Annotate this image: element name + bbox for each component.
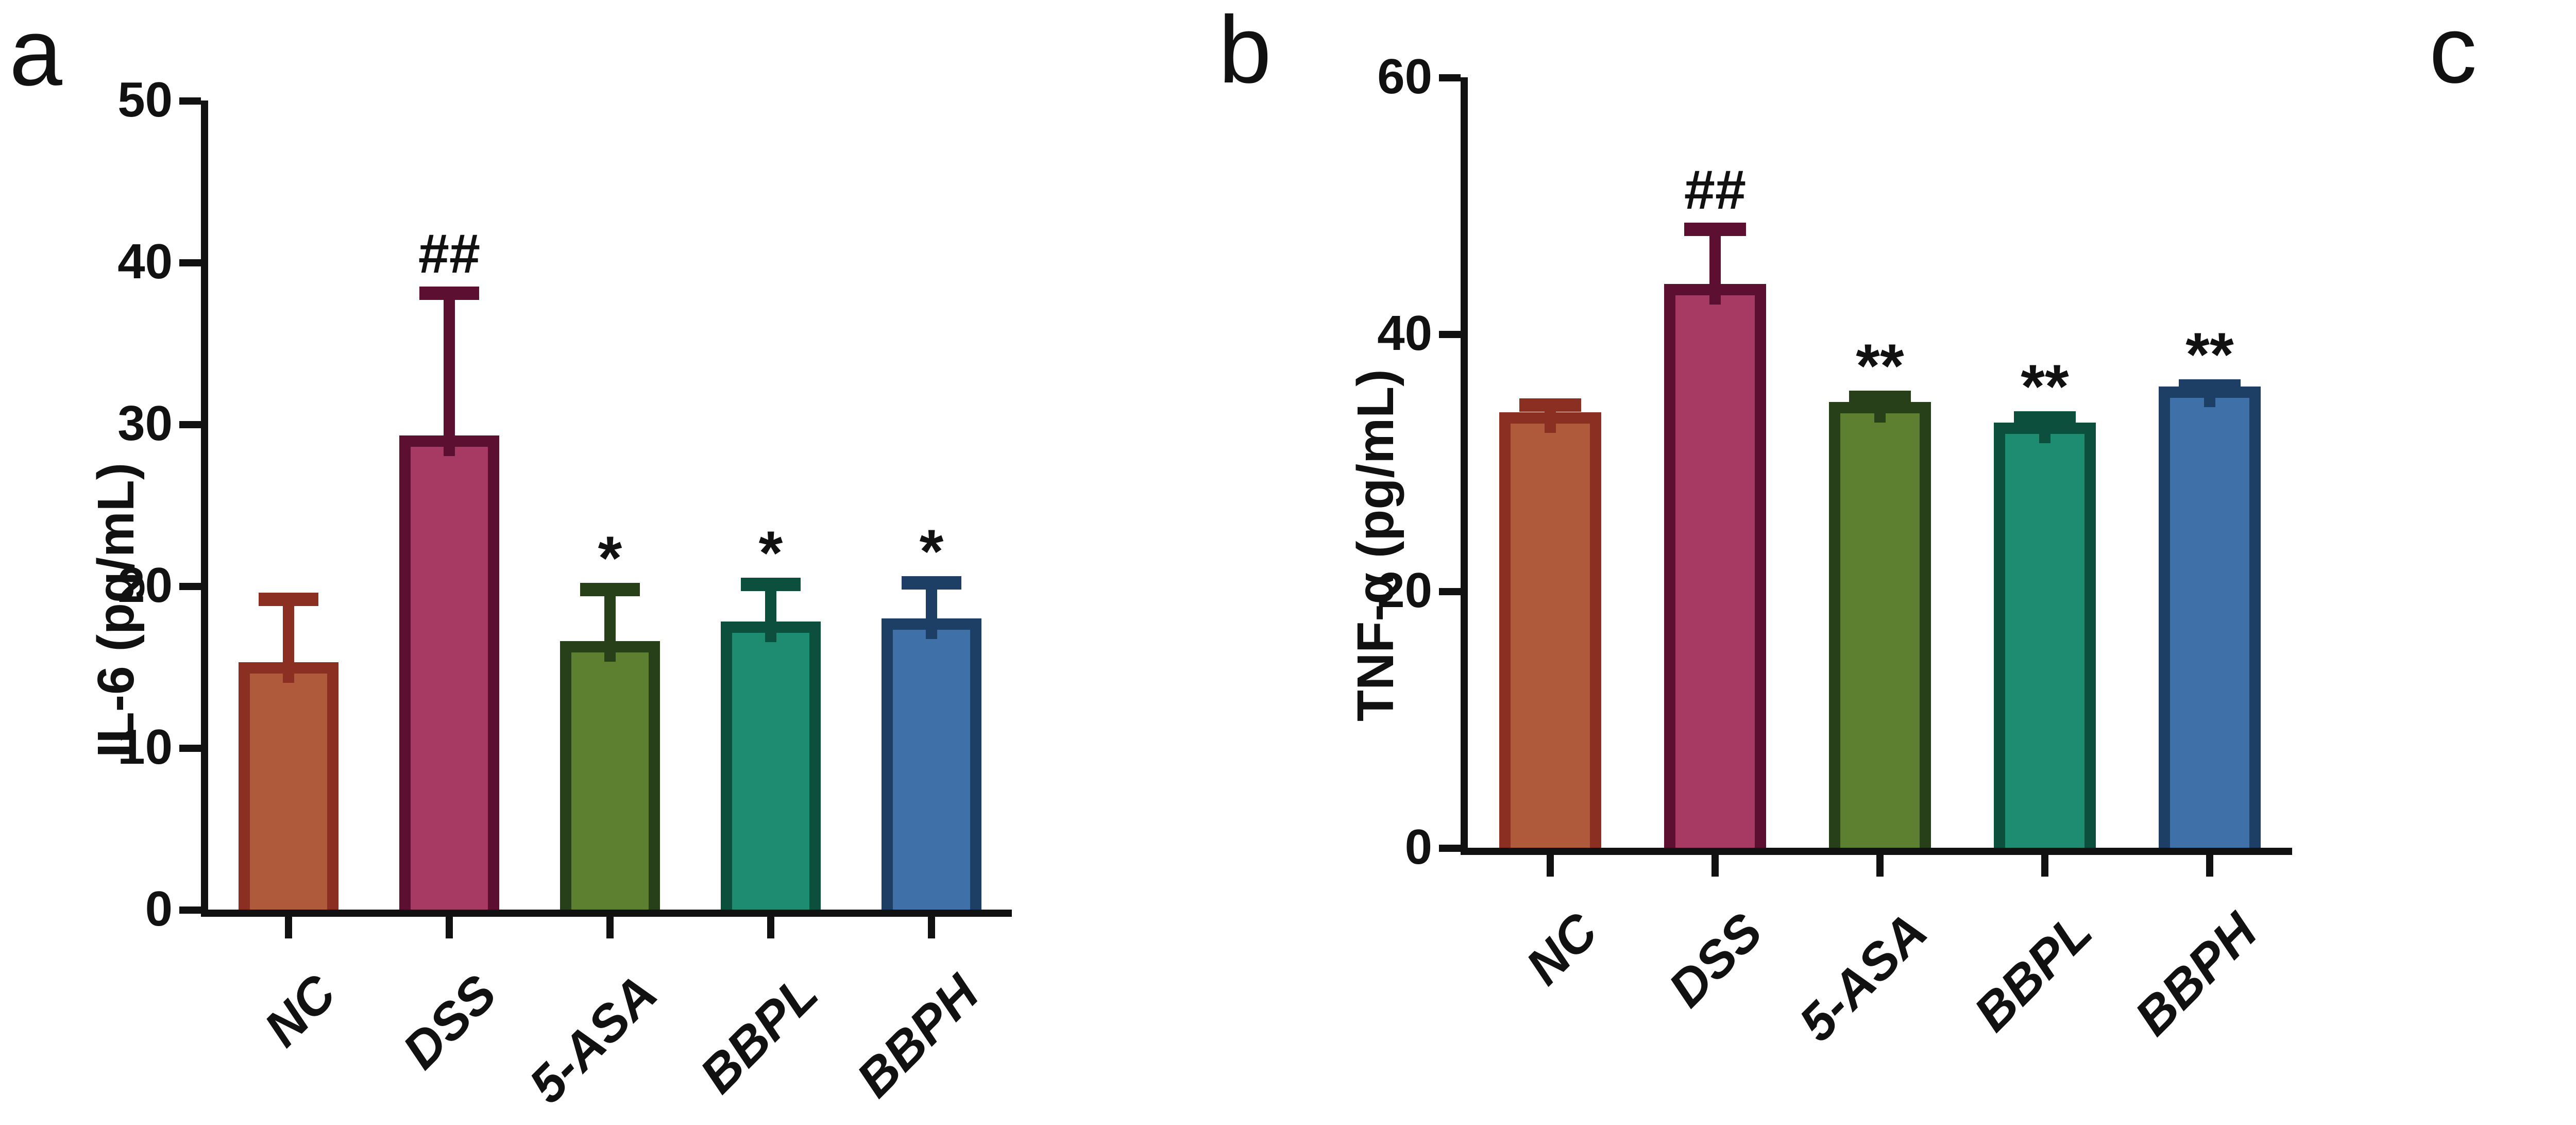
x-tick (606, 917, 614, 938)
x-axis-line (1461, 848, 2292, 855)
bar-bbph (882, 618, 981, 910)
x-tick-label-dss: DSS (392, 964, 507, 1080)
error-bar-cap (1849, 390, 1911, 404)
y-tick-label: 20 (117, 558, 173, 613)
error-bar-cap (740, 578, 801, 592)
error-bar-cap (901, 576, 962, 590)
y-tick-label: 0 (1404, 819, 1432, 875)
significance-marker: ** (2185, 320, 2234, 389)
x-tick-label-5-asa: 5-ASA (1788, 902, 1938, 1053)
y-axis-line (1461, 77, 1468, 855)
x-tick (1711, 855, 1719, 877)
y-tick (1439, 587, 1461, 595)
significance-marker: ## (1684, 158, 1747, 221)
x-tick (1547, 855, 1554, 877)
error-bar-cap (580, 582, 640, 596)
bar-bbpl (721, 622, 821, 910)
error-bar-line (1709, 222, 1721, 305)
bar-bbph (2158, 387, 2261, 848)
panel-letter-c: c (2429, 0, 2477, 103)
y-tick-label: 40 (2524, 68, 2576, 117)
error-bar-line (926, 576, 937, 639)
significance-marker: * (598, 523, 622, 593)
x-tick (767, 917, 774, 938)
y-tick-label: 60 (1377, 49, 1432, 104)
bar-nc (1499, 412, 1602, 848)
error-bar-cap (2179, 379, 2241, 393)
bar-5-asa (560, 641, 660, 910)
bar-5-asa (1828, 402, 1931, 848)
x-tick-label-5-asa: 5-ASA (518, 964, 668, 1115)
error-bar-line (283, 592, 294, 683)
x-tick-label-bbpl: BBPL (689, 964, 829, 1104)
y-tick (179, 421, 201, 428)
y-tick (179, 745, 201, 752)
significance-marker: ** (1856, 331, 1904, 400)
x-tick (285, 917, 292, 938)
bar-bbpl (1993, 423, 2096, 848)
y-tick-label: 20 (1377, 562, 1432, 618)
x-tick-label-bbph: BBPH (2124, 902, 2268, 1047)
significance-marker: * (758, 518, 783, 588)
y-tick-label: 0 (145, 881, 173, 936)
y-tick-label: 0 (2524, 828, 2576, 877)
y-axis-label: IL-1β (pg/mL) (2568, 410, 2576, 737)
y-axis-label: TNF-α (pg/mL) (1347, 369, 1404, 722)
error-bar-cap (258, 592, 319, 606)
error-bar-line (765, 578, 776, 643)
error-bar-line (444, 287, 455, 456)
error-bar-cap (1684, 222, 1746, 236)
error-bar-line (604, 582, 616, 662)
significance-marker: ** (2021, 351, 2069, 421)
panel-letter-b: b (1218, 0, 1272, 103)
x-tick-label-nc: NC (253, 964, 347, 1058)
y-tick (179, 906, 201, 914)
y-tick-label: 10 (117, 719, 173, 775)
y-tick-label: 40 (1377, 306, 1432, 361)
y-tick (179, 97, 201, 105)
bar-dss (1664, 284, 1767, 848)
x-tick (2041, 855, 2048, 877)
error-bar-cap (2014, 411, 2076, 425)
bar-dss (399, 435, 499, 910)
y-tick-label: 50 (117, 72, 173, 127)
x-tick (2206, 855, 2213, 877)
y-tick-label: 30 (2524, 258, 2576, 307)
significance-marker: ## (418, 222, 481, 285)
bar-nc (239, 662, 338, 910)
error-bar-cap (1519, 398, 1581, 412)
x-tick (446, 917, 453, 938)
y-tick-label: 30 (117, 396, 173, 451)
error-bar-cap (419, 287, 480, 300)
x-axis-line (201, 910, 1012, 917)
y-axis-line (201, 100, 208, 917)
y-tick-label: 40 (117, 234, 173, 289)
x-tick-label-dss: DSS (1657, 902, 1773, 1018)
y-tick (179, 259, 201, 266)
x-tick-label-bbpl: BBPL (1963, 902, 2103, 1043)
x-tick (928, 917, 935, 938)
x-tick-label-bbph: BBPH (845, 964, 990, 1109)
y-tick (1439, 74, 1461, 81)
y-tick (1439, 331, 1461, 339)
significance-marker: * (919, 517, 944, 586)
y-tick (1439, 845, 1461, 852)
x-tick (1876, 855, 1884, 877)
y-axis-label: IL-6 (pg/mL) (87, 462, 145, 758)
x-tick-label-nc: NC (1515, 902, 1608, 996)
panel-letter-a: a (9, 0, 62, 106)
y-tick (179, 583, 201, 590)
